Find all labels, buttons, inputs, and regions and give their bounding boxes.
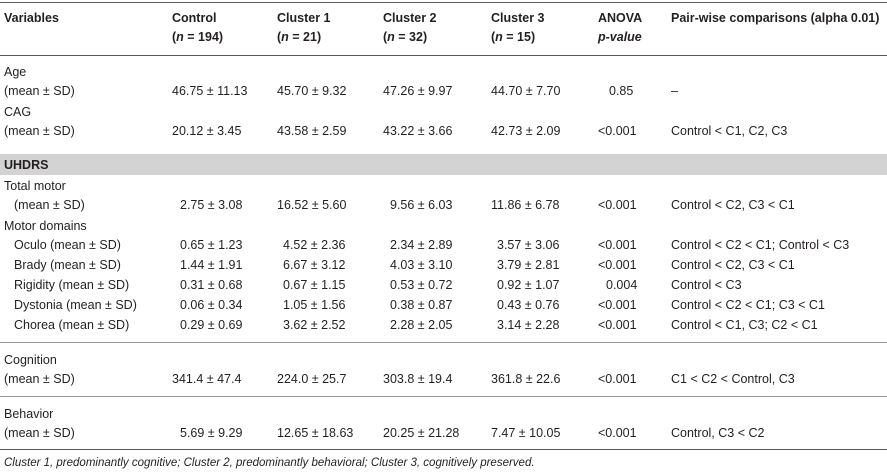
total-motor-c3: 11.86 ± 6.78 — [491, 198, 560, 212]
brady-control: 1.44 ± 1.91 — [180, 258, 243, 272]
cognition-pairwise: C1 < C2 < Control, C3 — [671, 372, 795, 386]
cognition-control: 341.4 ± 47.4 — [172, 372, 242, 386]
chorea-p: <0.001 — [598, 318, 637, 332]
dystonia-c2: 0.38 ± 0.87 — [390, 298, 453, 312]
header-cluster2-n: (n = 32) — [383, 30, 428, 44]
age-control: 46.75 ± 11.13 — [172, 84, 248, 98]
motor-rule — [0, 342, 887, 343]
brady-c3: 3.79 ± 2.81 — [497, 258, 560, 272]
brady-c2: 4.03 ± 3.10 — [390, 258, 453, 272]
uhdrs-band — [0, 154, 887, 175]
motor-domains-label: Motor domains — [4, 219, 87, 233]
table-footnote: Cluster 1, predominantly cognitive; Clus… — [4, 457, 535, 469]
header-cluster3: Cluster 3 — [491, 11, 545, 25]
oculo-label: Oculo (mean ± SD) — [14, 238, 121, 252]
age-c3: 44.70 ± 7.70 — [491, 84, 561, 98]
age-sub: (mean ± SD) — [4, 84, 75, 98]
rigidity-pairwise: Control < C3 — [671, 278, 742, 292]
cag-c1: 43.58 ± 2.59 — [277, 124, 347, 138]
header-variables: Variables — [4, 11, 59, 25]
dystonia-c3: 0.43 ± 0.76 — [497, 298, 560, 312]
header-control: Control — [172, 11, 217, 25]
oculo-c2: 2.34 ± 2.89 — [390, 238, 453, 252]
oculo-c1: 4.52 ± 2.36 — [283, 238, 346, 252]
bottom-rule — [0, 449, 887, 450]
behavior-sub: (mean ± SD) — [4, 426, 75, 440]
cognition-c1: 224.0 ± 25.7 — [277, 372, 347, 386]
cognition-label: Cognition — [4, 353, 57, 367]
oculo-c3: 3.57 ± 3.06 — [497, 238, 560, 252]
cag-sub: (mean ± SD) — [4, 124, 75, 138]
cognition-c3: 361.8 ± 22.6 — [491, 372, 561, 386]
rigidity-label: Rigidity (mean ± SD) — [14, 278, 130, 292]
header-cluster1: Cluster 1 — [277, 11, 331, 25]
cag-c2: 43.22 ± 3.66 — [383, 124, 453, 138]
total-motor-label: Total motor — [4, 179, 66, 193]
total-motor-c2: 9.56 ± 6.03 — [390, 198, 453, 212]
header-rule — [0, 55, 887, 56]
cag-c3: 42.73 ± 2.09 — [491, 124, 561, 138]
header-anova: ANOVA — [598, 11, 643, 25]
cognition-c2: 303.8 ± 19.4 — [383, 372, 453, 386]
total-motor-p: <0.001 — [598, 198, 637, 212]
age-c2: 47.26 ± 9.97 — [383, 84, 453, 98]
behavior-c2: 20.25 ± 21.28 — [383, 426, 460, 440]
cognition-p: <0.001 — [598, 372, 637, 386]
cag-label: CAG — [4, 105, 32, 119]
chorea-c3: 3.14 ± 2.28 — [497, 318, 560, 332]
header-cluster1-n: (n = 21) — [277, 30, 322, 44]
dystonia-pairwise: Control < C2 < C1; C3 < C1 — [671, 298, 825, 312]
oculo-pairwise: Control < C2 < C1; Control < C3 — [671, 238, 850, 252]
brady-p: <0.001 — [598, 258, 637, 272]
cag-control: 20.12 ± 3.45 — [172, 124, 242, 138]
dystonia-p: <0.001 — [598, 298, 637, 312]
age-p: 0.85 — [609, 84, 634, 98]
oculo-control: 0.65 ± 1.23 — [180, 238, 243, 252]
behavior-control: 5.69 ± 9.29 — [180, 426, 243, 440]
age-pairwise: – — [671, 84, 678, 98]
oculo-p: <0.001 — [598, 238, 637, 252]
brady-c1: 6.67 ± 3.12 — [283, 258, 346, 272]
chorea-label: Chorea (mean ± SD) — [14, 318, 130, 332]
uhdrs-label: UHDRS — [4, 158, 49, 172]
rigidity-p: 0.004 — [606, 278, 638, 292]
rigidity-c3: 0.92 ± 1.07 — [497, 278, 560, 292]
cag-p: <0.001 — [598, 124, 637, 138]
behavior-pairwise: Control, C3 < C2 — [671, 426, 765, 440]
header-cluster3-n: (n = 15) — [491, 30, 536, 44]
chorea-pairwise: Control < C1, C3; C2 < C1 — [671, 318, 818, 332]
chorea-c2: 2.28 ± 2.05 — [390, 318, 453, 332]
cag-pairwise: Control < C1, C2, C3 — [671, 124, 788, 138]
rigidity-c2: 0.53 ± 0.72 — [390, 278, 453, 292]
total-motor-sub: (mean ± SD) — [14, 198, 85, 212]
header-anova-sub: p-value — [598, 30, 642, 44]
header-control-n: (n = 194) — [172, 30, 224, 44]
chorea-c1: 3.62 ± 2.52 — [283, 318, 346, 332]
top-rule — [0, 2, 887, 3]
rigidity-control: 0.31 ± 0.68 — [180, 278, 243, 292]
total-motor-c1: 16.52 ± 5.60 — [277, 198, 347, 212]
cognition-sub: (mean ± SD) — [4, 372, 75, 386]
cognition-rule — [0, 396, 887, 397]
behavior-label: Behavior — [4, 407, 54, 421]
dystonia-c1: 1.05 ± 1.56 — [283, 298, 346, 312]
header-cluster2: Cluster 2 — [383, 11, 437, 25]
total-motor-pairwise: Control < C2, C3 < C1 — [671, 198, 795, 212]
brady-pairwise: Control < C2, C3 < C1 — [671, 258, 795, 272]
behavior-c3: 7.47 ± 10.05 — [491, 426, 561, 440]
behavior-p: <0.001 — [598, 426, 637, 440]
rigidity-c1: 0.67 ± 1.15 — [283, 278, 346, 292]
dystonia-control: 0.06 ± 0.34 — [180, 298, 243, 312]
total-motor-control: 2.75 ± 3.08 — [180, 198, 243, 212]
brady-label: Brady (mean ± SD) — [14, 258, 121, 272]
age-c1: 45.70 ± 9.32 — [277, 84, 347, 98]
chorea-control: 0.29 ± 0.69 — [180, 318, 243, 332]
header-pairwise: Pair-wise comparisons (alpha 0.01) — [671, 11, 880, 25]
behavior-c1: 12.65 ± 18.63 — [277, 426, 354, 440]
dystonia-label: Dystonia (mean ± SD) — [14, 298, 137, 312]
age-label: Age — [4, 65, 27, 79]
